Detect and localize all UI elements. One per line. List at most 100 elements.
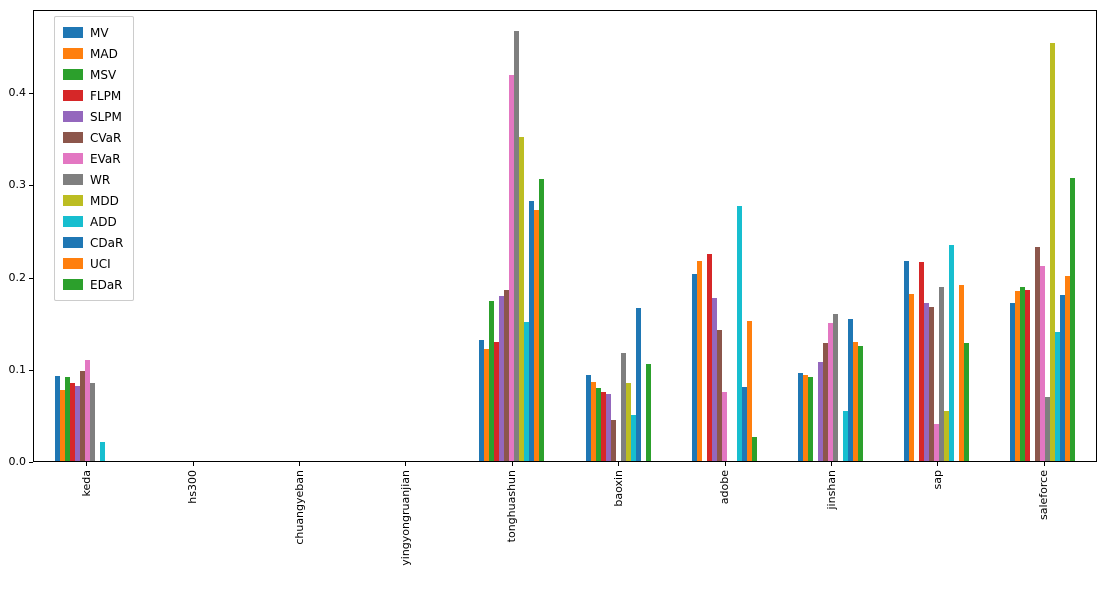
legend-item-MV: MV xyxy=(63,22,123,43)
x-tick-mark xyxy=(1043,462,1045,466)
legend-item-SLPM: SLPM xyxy=(63,106,123,127)
bar-EVaR-tonghuashun xyxy=(509,75,515,461)
legend-label: CDaR xyxy=(90,235,124,250)
bar-MV-jinshan xyxy=(798,372,804,461)
x-tick-cell-chuangyeban: chuangyeban xyxy=(246,470,352,598)
legend-label: UCI xyxy=(90,256,111,271)
x-tick-cell-keda: keda xyxy=(33,470,139,598)
legend-swatch-icon xyxy=(63,195,83,206)
bar-SLPM-baoxin xyxy=(605,393,611,461)
bar-CVaR-adobe xyxy=(716,329,722,461)
bar-MV-sap xyxy=(904,260,910,461)
bar-SLPM-sap xyxy=(924,303,930,461)
legend-item-CVaR: CVaR xyxy=(63,127,123,148)
bar-group-keda xyxy=(34,11,140,461)
bar-CVaR-tonghuashun xyxy=(504,290,510,461)
bar-FLPM-tonghuashun xyxy=(494,341,500,461)
legend-swatch-icon xyxy=(63,153,83,164)
bar-MDD-sap xyxy=(944,411,950,461)
bar-MAD-sap xyxy=(909,293,915,461)
bar-EDaR-baoxin xyxy=(645,363,651,461)
bar-WR-jinshan xyxy=(833,314,839,461)
legend-item-MSV: MSV xyxy=(63,64,123,85)
bar-EVaR-jinshan xyxy=(828,323,834,461)
x-tick-mark xyxy=(405,462,407,466)
x-tick-mark xyxy=(831,462,832,466)
bar-EVaR-keda xyxy=(84,359,90,461)
x-tick-cell-jinshan: jinshan xyxy=(778,470,884,598)
bar-EDaR-tonghuashun xyxy=(539,179,545,461)
x-tick-label: tonghuashun xyxy=(505,470,519,543)
bar-SLPM-jinshan xyxy=(818,361,824,461)
bar-MV-adobe xyxy=(691,273,697,461)
y-tick-label: 0.1 xyxy=(8,362,27,376)
legend-swatch-icon xyxy=(63,111,83,122)
y-tick-label: 0.2 xyxy=(8,270,27,284)
y-tick-mark xyxy=(29,185,33,187)
bar-group-baoxin xyxy=(565,11,671,461)
x-tick-mark xyxy=(724,462,726,466)
bar-MAD-keda xyxy=(59,390,65,461)
bar-CVaR-sap xyxy=(929,306,935,461)
legend-item-FLPM: FLPM xyxy=(63,85,123,106)
legend-swatch-icon xyxy=(63,132,83,143)
bar-CDaR-jinshan xyxy=(848,318,854,461)
bar-MAD-jinshan xyxy=(803,374,809,461)
bar-MAD-baoxin xyxy=(590,382,596,461)
bar-EDaR-sap xyxy=(964,343,970,461)
x-axis-labels: keda hs300 chuangyeban yingyongruanjian tong… xyxy=(33,470,1097,598)
bar-MSV-baoxin xyxy=(595,388,601,461)
bar-EDaR-jinshan xyxy=(858,346,864,461)
bar-FLPM-baoxin xyxy=(600,392,606,461)
x-tick-label: sap xyxy=(930,470,944,490)
bar-SLPM-tonghuashun xyxy=(499,295,505,461)
bar-EDaR-adobe xyxy=(751,437,757,461)
bar-CVaR-saleforce xyxy=(1035,247,1041,461)
bar-SLPM-keda xyxy=(74,385,80,461)
bar-group-jinshan xyxy=(777,11,883,461)
y-tick-label: 0.0 xyxy=(8,455,27,468)
x-tick-label: jinshan xyxy=(824,470,838,510)
bar-ADD-baoxin xyxy=(630,415,636,461)
bar-EVaR-adobe xyxy=(721,392,727,461)
legend-label: CVaR xyxy=(90,130,122,145)
bar-UCI-tonghuashun xyxy=(534,210,540,461)
legend-swatch-icon xyxy=(63,27,83,38)
bars-area xyxy=(34,11,1096,461)
legend-label: EVaR xyxy=(90,151,121,166)
bar-MAD-tonghuashun xyxy=(484,348,490,461)
bar-MAD-adobe xyxy=(696,260,702,461)
bar-CDaR-saleforce xyxy=(1060,294,1066,461)
bar-CDaR-tonghuashun xyxy=(529,201,535,461)
x-tick-cell-yingyongruanjian: yingyongruanjian xyxy=(352,470,458,598)
legend-item-MAD: MAD xyxy=(63,43,123,64)
bar-group-yingyongruanjian xyxy=(353,11,459,461)
bar-CDaR-baoxin xyxy=(635,307,641,461)
bar-UCI-sap xyxy=(959,284,965,461)
bar-EVaR-sap xyxy=(934,424,940,461)
bar-ADD-sap xyxy=(949,245,955,461)
bar-WR-baoxin xyxy=(620,352,626,461)
y-tick-label: 0.3 xyxy=(8,178,27,192)
bar-UCI-jinshan xyxy=(853,341,859,461)
y-tick-mark xyxy=(29,369,33,371)
bar-group-hs300 xyxy=(140,11,246,461)
bar-EVaR-saleforce xyxy=(1040,266,1046,461)
bar-CVaR-baoxin xyxy=(610,419,616,461)
x-tick-mark xyxy=(86,462,88,466)
legend-item-WR: WR xyxy=(63,169,123,190)
x-tick-cell-hs300: hs300 xyxy=(139,470,245,598)
bar-MSV-saleforce xyxy=(1020,286,1026,461)
legend-label: WR xyxy=(90,172,111,187)
x-tick-cell-baoxin: baoxin xyxy=(565,470,671,598)
bar-MSV-keda xyxy=(64,376,70,461)
bar-MV-saleforce xyxy=(1010,303,1016,461)
bar-FLPM-adobe xyxy=(706,254,712,461)
legend-label: MSV xyxy=(90,67,117,82)
legend-swatch-icon xyxy=(63,237,83,248)
legend-item-ADD: ADD xyxy=(63,211,123,232)
bar-UCI-adobe xyxy=(746,320,752,461)
bar-MV-tonghuashun xyxy=(479,339,485,461)
bar-ADD-saleforce xyxy=(1055,332,1061,461)
bar-CVaR-keda xyxy=(79,371,85,461)
